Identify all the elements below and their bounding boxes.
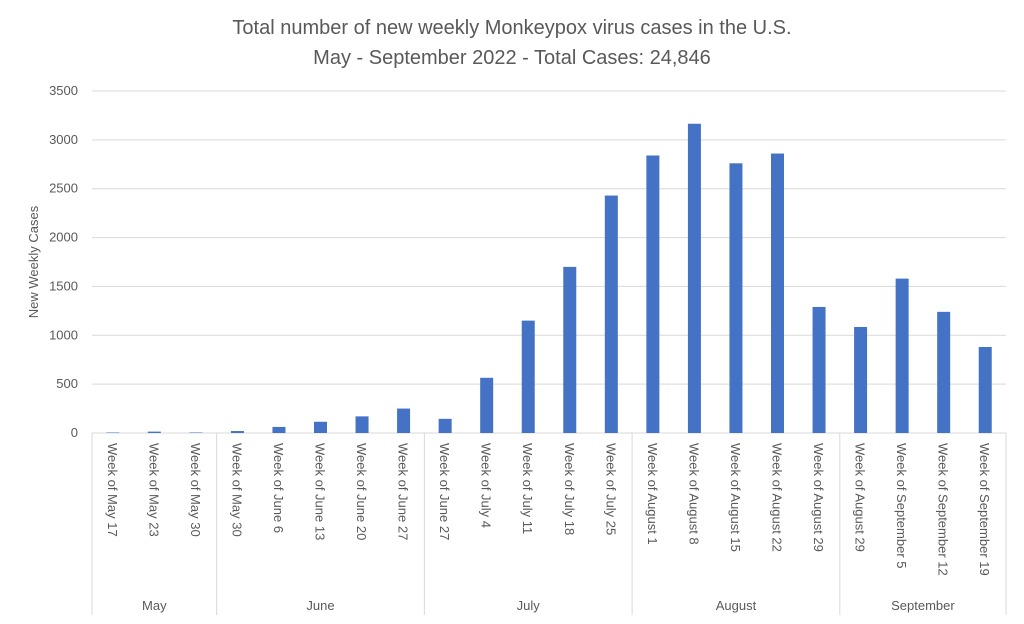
y-axis-label: New Weekly Cases [26, 205, 41, 318]
x-tick-label: Week of June 27 [437, 443, 452, 540]
x-tick-label: Week of September 5 [894, 443, 909, 569]
x-tick-label: Week of August 22 [770, 443, 785, 552]
bar [563, 266, 577, 433]
bar [480, 377, 494, 433]
y-tick-label: 500 [56, 376, 78, 391]
chart-subtitle: May - September 2022 - Total Cases: 24,8… [313, 47, 711, 69]
bar [729, 163, 743, 433]
x-tick-label: Week of August 15 [728, 443, 743, 552]
bar [854, 326, 868, 433]
x-tick-label: Week of June 27 [396, 443, 411, 540]
bar [937, 311, 951, 433]
bar [355, 416, 369, 433]
bar [230, 431, 244, 433]
x-tick-label: Week of June 6 [271, 443, 286, 533]
bar [521, 320, 535, 433]
x-tick-label: Week of August 1 [645, 443, 660, 545]
y-tick-label: 2000 [49, 230, 78, 245]
bar [604, 195, 618, 433]
y-tick-label: 3500 [49, 83, 78, 98]
y-tick-label: 0 [71, 425, 78, 440]
x-tick-label: Week of August 8 [686, 443, 701, 545]
group-label: August [716, 598, 757, 613]
bar [646, 155, 660, 433]
x-tick-label: Week of June 13 [313, 443, 328, 540]
y-tick-label: 3000 [49, 132, 78, 147]
x-tick-label: Week of July 4 [479, 443, 494, 528]
bar [397, 408, 411, 433]
y-tick-label: 1000 [49, 327, 78, 342]
group-label: September [891, 598, 955, 613]
x-tick-label: Week of May 17 [105, 443, 120, 537]
group-label: May [142, 598, 167, 613]
bar [314, 421, 327, 433]
bar [147, 431, 161, 433]
chart-title: Total number of new weekly Monkeypox vir… [232, 17, 791, 39]
x-tick-label: Week of July 18 [562, 443, 577, 535]
x-tick-label: Week of May 30 [229, 443, 244, 537]
x-tick-label: Week of May 23 [146, 443, 161, 537]
y-tick-label: 1500 [49, 278, 78, 293]
x-tick-label: Week of August 29 [853, 443, 868, 552]
bar [438, 418, 452, 433]
x-tick-label: Week of September 12 [936, 443, 951, 576]
bar [272, 426, 286, 433]
y-tick-label: 2500 [49, 181, 78, 196]
bar [978, 347, 992, 433]
x-tick-label: Week of July 25 [603, 443, 618, 535]
bar [687, 123, 701, 433]
bar [895, 278, 909, 433]
x-tick-label: Week of June 20 [354, 443, 369, 540]
x-tick-label: Week of July 11 [520, 443, 535, 534]
x-tick-label: Week of May 30 [188, 443, 203, 537]
bar [771, 153, 784, 433]
x-tick-label: Week of August 29 [811, 443, 826, 552]
group-label: June [306, 598, 334, 613]
group-label: July [517, 598, 541, 613]
bar [812, 306, 826, 433]
x-tick-label: Week of September 19 [977, 443, 992, 576]
